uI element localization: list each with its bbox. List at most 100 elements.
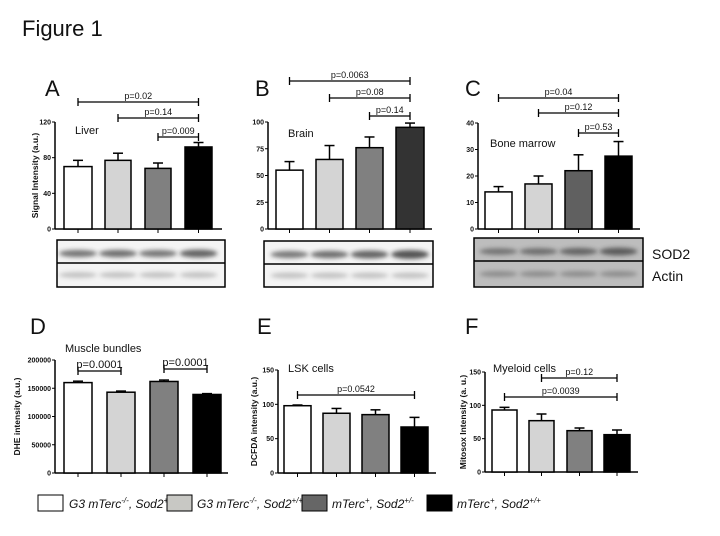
panel-label: B [255,76,270,101]
p-value-label: p=0.12 [565,102,593,112]
bar [149,380,179,474]
figure-title: Figure 1 [22,16,103,41]
y-axis-label: Signal Intensity (a.u.) [30,133,40,219]
bar [603,433,631,473]
sod2-band [559,247,598,256]
y-tick-label: 0 [47,471,51,478]
sod2-band [350,250,389,259]
sod2-band [391,250,429,259]
panel-label: D [30,314,46,339]
bar [63,165,93,230]
y-tick-label: 0 [470,227,474,234]
significance-bracket: p=0.08 [328,87,411,102]
y-tick-label: 25 [256,200,264,207]
chart-title: Brain [288,128,314,140]
western-blot [263,240,434,288]
p-value-label: p=0.04 [545,87,573,97]
legend-label: mTerc+, Sod2+/- [332,496,414,511]
significance-bracket: p=0.0039 [503,386,618,401]
bar [355,146,384,230]
bar [192,393,222,474]
y-tick-label: 50000 [32,442,52,449]
significance-bracket: p=0.53 [577,122,620,137]
y-tick-label: 150 [469,370,481,377]
p-value-label: p=0.0001 [76,359,122,371]
y-tick-label: 0 [47,227,51,234]
bar [315,158,344,230]
y-tick-label: 150 [262,368,274,375]
significance-bracket: p=0.12 [540,367,618,382]
y-tick-label: 100 [469,403,481,410]
legend-swatch [166,494,193,512]
p-value-label: p=0.0063 [331,70,369,80]
legend-label: mTerc+, Sod2+/+ [457,496,541,511]
significance-bracket: p=0.0001 [76,359,123,375]
p-value-label: p=0.14 [144,107,172,117]
y-tick-label: 0 [260,227,264,234]
bar [283,404,312,474]
sod2-band [139,249,177,258]
actin-band [179,272,218,278]
chart-title: Liver [75,125,99,137]
bar [104,159,132,230]
actin-band [270,272,309,279]
y-tick-label: 50 [256,173,264,180]
legend-swatch [37,494,64,512]
y-tick-label: 120 [39,120,51,127]
actin-band [519,271,558,277]
panel-label: A [45,76,60,101]
panel-d: D Muscle bundles 0 50000 100000 150000 200000 D… [12,314,228,478]
bar [491,409,518,473]
actin-band [139,272,177,278]
y-tick-label: 40 [43,191,51,198]
p-value-label: p=0.009 [162,126,195,136]
western-blot [56,239,226,288]
bar [361,413,390,474]
panel-b: B Brain 0 25 50 75 100 p=0.0063 p=0.08 p=0.14 [252,70,434,288]
y-tick-label: 80 [43,155,51,162]
bar [400,426,429,474]
sod2-band [59,249,97,258]
bar [184,146,213,230]
bar [564,169,593,230]
significance-bracket: p=0.0001 [162,357,209,373]
y-tick-label: 40 [466,121,474,128]
bar [395,126,425,230]
y-tick-label: 50 [266,436,274,443]
chart-title: Myeloid cells [493,363,556,375]
chart-title: Bone marrow [490,138,555,150]
legend-label: G3 mTerc-/-, Sod2+/- [69,496,173,511]
bar [604,155,633,230]
y-tick-label: 0 [270,471,274,478]
panel-a: A Liver 0 40 80 120 Signal Intensity (a.u.) p=0… [30,76,226,288]
sod2-band [270,250,309,259]
y-tick-label: 200000 [28,358,51,365]
sod2-band [599,247,638,256]
y-tick-label: 75 [256,146,264,153]
panel-c: C Bone marrow 0 10 20 30 40 p=0.04 p=0.12 p=0.53 [465,76,644,288]
y-tick-label: 20 [466,174,474,181]
p-value-label: p=0.02 [124,91,152,101]
actin-band [310,272,349,279]
y-axis-label: Mitosox Intensity (a. u.) [458,375,468,470]
p-value-label: p=0.53 [585,122,613,132]
p-value-label: p=0.0001 [162,357,208,369]
sod2-band [310,250,349,259]
panel-label: E [257,314,272,339]
significance-bracket: p=0.12 [537,102,620,117]
blot-background [474,238,643,287]
sod2-band [479,248,518,255]
actin-band [99,272,137,278]
y-tick-label: 50 [473,436,481,443]
bar [275,169,304,230]
bar [524,183,553,230]
bar [144,167,172,230]
sod2-band [99,249,137,258]
y-tick-label: 100000 [28,414,51,421]
legend-item: mTerc+, Sod2+/+ [426,494,541,512]
legend-item: G3 mTerc-/-, Sod2+/- [37,494,173,512]
actin-band [59,272,97,278]
p-value-label: p=0.0542 [337,384,375,394]
